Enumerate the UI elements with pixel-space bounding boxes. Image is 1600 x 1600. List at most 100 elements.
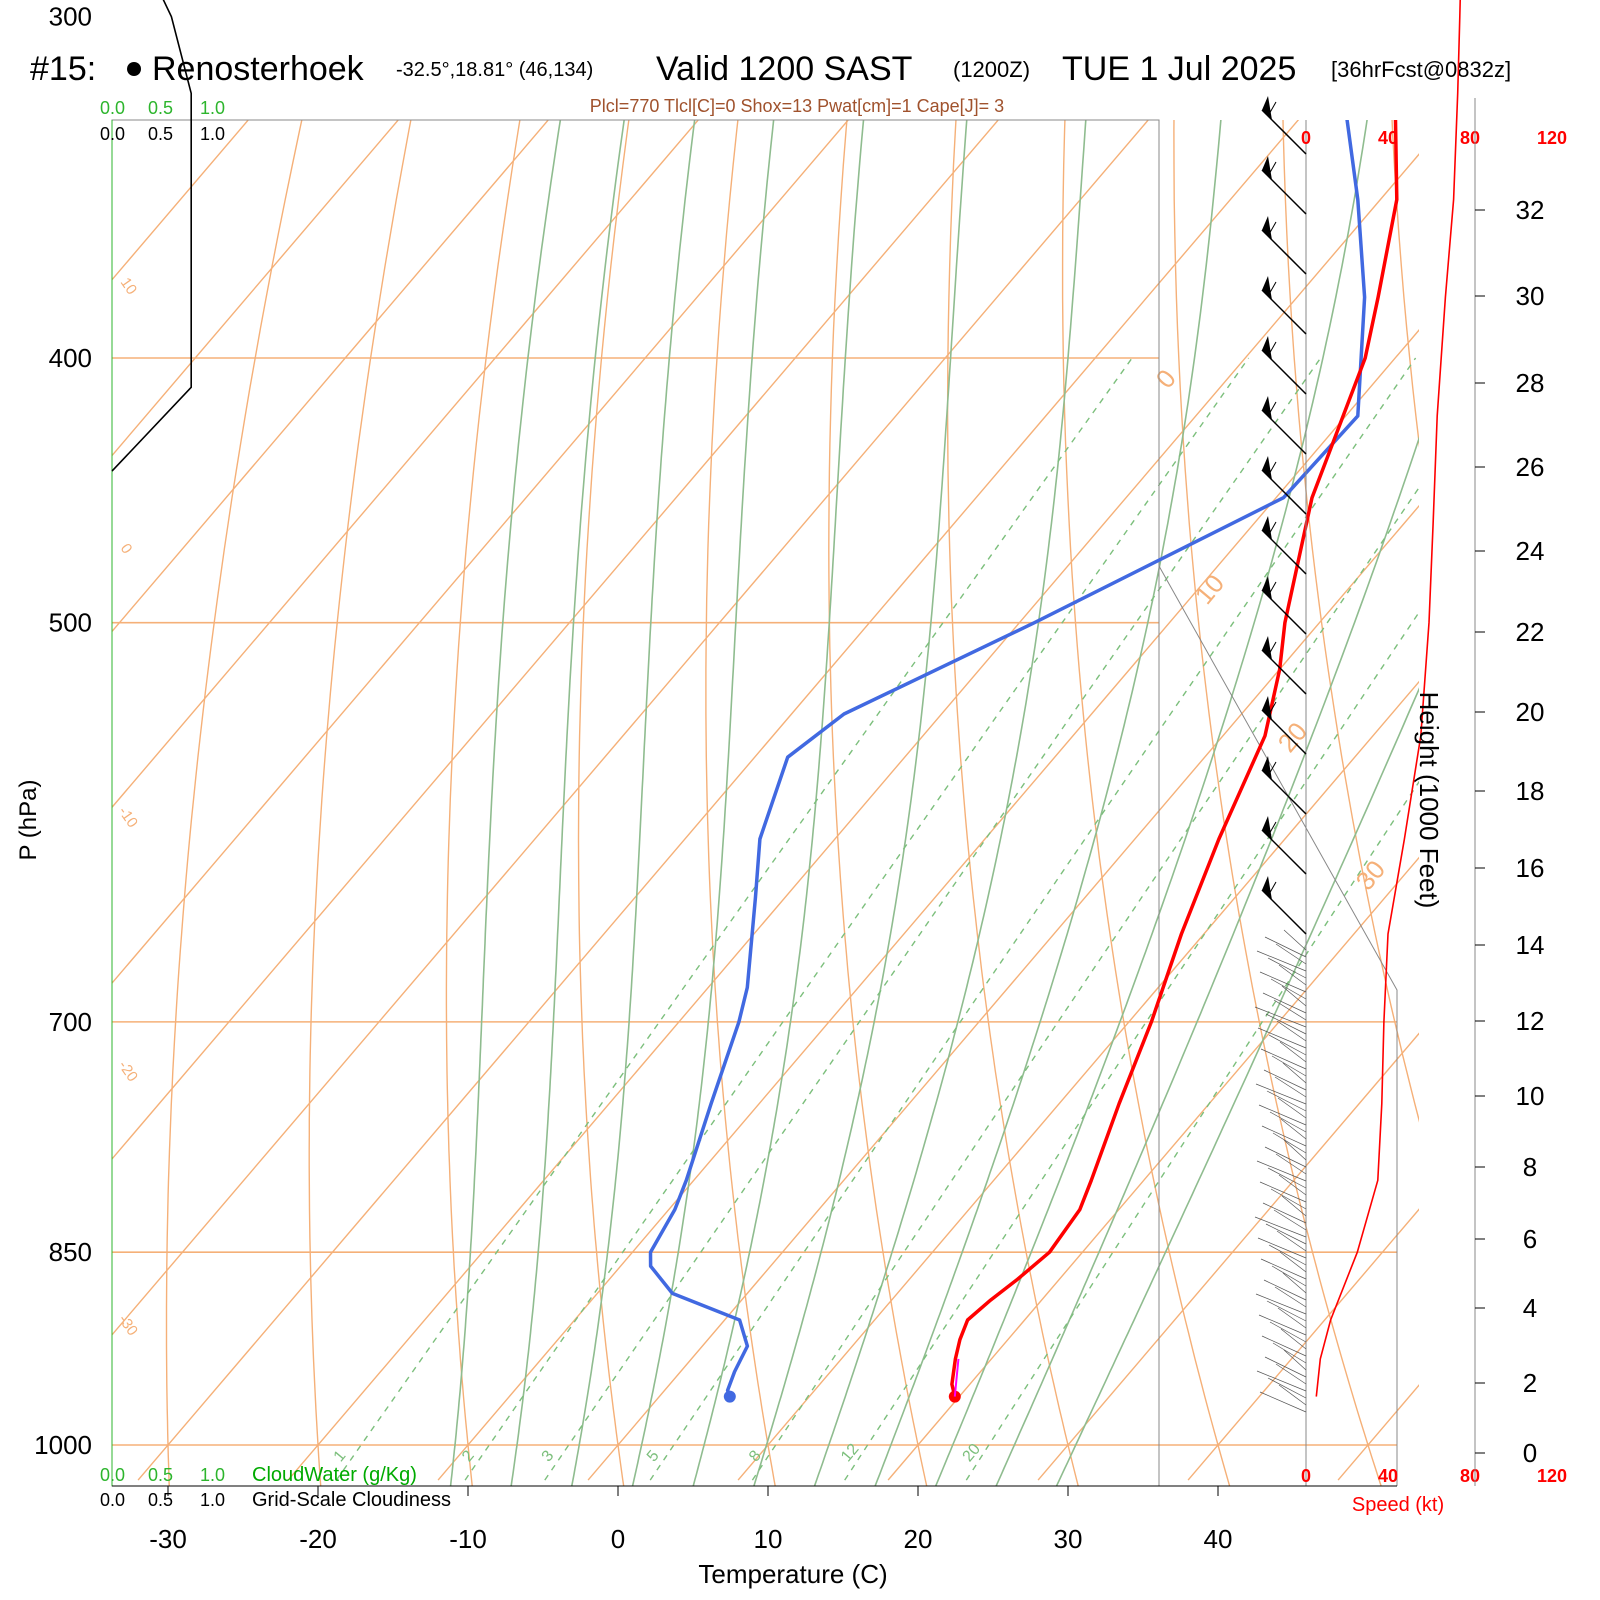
wind-barb bbox=[1261, 96, 1307, 155]
axes: -30-20-100102030402503004005007008501000… bbox=[34, 2, 1545, 1554]
wind-barb-staff bbox=[1258, 1314, 1307, 1336]
mixing-ratio-label: 1 bbox=[331, 1447, 350, 1465]
cloudiness-label: Grid-Scale Cloudiness bbox=[252, 1489, 451, 1511]
wind-barb bbox=[1268, 1034, 1307, 1056]
wind-barb-feather bbox=[1267, 221, 1277, 237]
pressure-tick-label: 400 bbox=[49, 343, 92, 373]
wind-barb bbox=[1274, 1076, 1307, 1098]
height-tick-label: 24 bbox=[1516, 536, 1545, 566]
wind-barb-staff bbox=[1267, 1167, 1307, 1189]
wind-barb bbox=[1255, 1293, 1307, 1315]
wind-barb bbox=[1271, 1055, 1307, 1077]
wind-barb bbox=[1273, 999, 1307, 1021]
wind-barb-pennant bbox=[1262, 96, 1272, 120]
isotherm-line bbox=[737, 680, 1419, 1481]
dry-adiabat-line bbox=[946, 120, 1079, 1486]
wind-barb-pennant bbox=[1262, 276, 1272, 300]
x-tick-label: 10 bbox=[754, 1524, 783, 1554]
cloudiness-scale-top: 0.0 bbox=[100, 124, 125, 144]
sounding-profiles bbox=[648, 120, 1399, 1403]
wind-barb-staff bbox=[1264, 1146, 1307, 1168]
wind-panel-outline bbox=[1158, 565, 1398, 1486]
wind-barb-staff bbox=[1282, 1272, 1307, 1294]
mixing-ratio-label: 5 bbox=[644, 1447, 663, 1465]
wind-barb-pennant bbox=[1262, 156, 1272, 180]
dewpoint-profile bbox=[648, 120, 1367, 1398]
wind-barb bbox=[1266, 1300, 1307, 1322]
x-tick-label: -20 bbox=[299, 1524, 337, 1554]
isotherm-label: 10 bbox=[1189, 568, 1231, 609]
height-tick-label: 30 bbox=[1516, 281, 1545, 311]
wind-barb-staff bbox=[1255, 1293, 1307, 1315]
wind-barb-staff bbox=[1259, 1391, 1307, 1413]
pressure-tick-label: 300 bbox=[49, 2, 92, 32]
speed-tick-top: 120 bbox=[1537, 128, 1567, 148]
isotherm-line bbox=[112, 120, 400, 457]
wind-barb-staff bbox=[1273, 1209, 1307, 1231]
mixing-ratio-label: 3 bbox=[539, 1447, 558, 1465]
wind-barb bbox=[1265, 1013, 1307, 1035]
wind-barb-pennant bbox=[1262, 216, 1272, 240]
wind-barb bbox=[1266, 1090, 1307, 1112]
height-tick-label: 6 bbox=[1523, 1224, 1537, 1254]
cloudiness-scale-bottom: 0.5 bbox=[148, 1490, 173, 1510]
isotherm-line bbox=[112, 120, 1150, 1336]
mixing-ratio-line bbox=[335, 357, 1133, 1481]
cloudiness-scale-bottom: 0.0 bbox=[100, 1490, 125, 1510]
isotherm-label: -30 bbox=[115, 1312, 141, 1340]
dry-adiabat-line bbox=[1282, 120, 1419, 1123]
wind-barb-staff bbox=[1254, 1006, 1307, 1028]
station-marker-icon bbox=[127, 62, 141, 76]
wind-barb-staff bbox=[1275, 1153, 1307, 1175]
moist-adiabat-line bbox=[1055, 687, 1419, 1486]
wind-barb-staff bbox=[1259, 971, 1307, 993]
isotherm-label: 20 bbox=[1272, 716, 1314, 757]
height-tick-label: 4 bbox=[1523, 1293, 1537, 1323]
wind-barb bbox=[1262, 1202, 1307, 1224]
moist-adiabat-line bbox=[631, 120, 775, 1486]
isotherm-line bbox=[287, 153, 1419, 1481]
mixing-ratio-line bbox=[464, 357, 1250, 1481]
wind-barb bbox=[1278, 1174, 1307, 1196]
height-tick-label: 22 bbox=[1516, 617, 1545, 647]
height-tick-label: 2 bbox=[1523, 1368, 1537, 1398]
wind-barb-staff bbox=[1263, 1069, 1307, 1091]
wind-barb-feather bbox=[1267, 521, 1277, 537]
wind-barb-staff bbox=[1256, 950, 1307, 972]
moist-adiabat-line bbox=[813, 120, 1087, 1486]
wind-barb-staff bbox=[1277, 1097, 1307, 1119]
wind-barb-staff bbox=[1278, 1384, 1307, 1406]
wind-barb-feather bbox=[1267, 101, 1277, 117]
wind-barb-staff bbox=[1267, 957, 1307, 979]
wind-barb bbox=[1259, 971, 1307, 993]
pressure-tick-label: 500 bbox=[49, 608, 92, 638]
wind-barb-staff bbox=[1266, 1300, 1307, 1322]
wind-barb-staff bbox=[1280, 1328, 1307, 1350]
dry-adiabat-line bbox=[165, 120, 303, 1486]
mixing-ratio-line bbox=[751, 486, 1419, 1481]
wind-barb-feather bbox=[1267, 341, 1277, 357]
wind-barb bbox=[1261, 756, 1307, 815]
wind-barb-staff bbox=[1281, 1195, 1307, 1217]
cloudwater-scale-bottom: 0.0 bbox=[100, 1465, 125, 1485]
x-tick-label: 20 bbox=[904, 1524, 933, 1554]
height-axis-label: Height (1000 Feet) bbox=[1414, 692, 1444, 909]
moist-adiabat-line bbox=[510, 120, 625, 1486]
cloudwater-scale-bottom: 1.0 bbox=[200, 1465, 225, 1485]
wind-barb-staff bbox=[1257, 1237, 1307, 1259]
wind-barb bbox=[1269, 1111, 1307, 1133]
wind-barb-staff bbox=[1280, 1118, 1307, 1140]
pressure-tick-label: 850 bbox=[49, 1237, 92, 1267]
wind-barb bbox=[1261, 516, 1307, 575]
wind-barb-staff bbox=[1274, 1286, 1307, 1308]
height-tick-label: 0 bbox=[1523, 1438, 1537, 1468]
wind-barb bbox=[1259, 1181, 1307, 1203]
moist-adiabat-line bbox=[449, 120, 562, 1486]
wind-barb-pennant bbox=[1262, 636, 1272, 660]
wind-barb bbox=[1277, 1307, 1307, 1329]
mixing-ratio-label: 8 bbox=[746, 1447, 765, 1465]
wind-barb bbox=[1269, 1321, 1307, 1343]
valid-time: Valid 1200 SAST bbox=[656, 50, 912, 88]
isotherm-label: -10 bbox=[115, 804, 141, 832]
